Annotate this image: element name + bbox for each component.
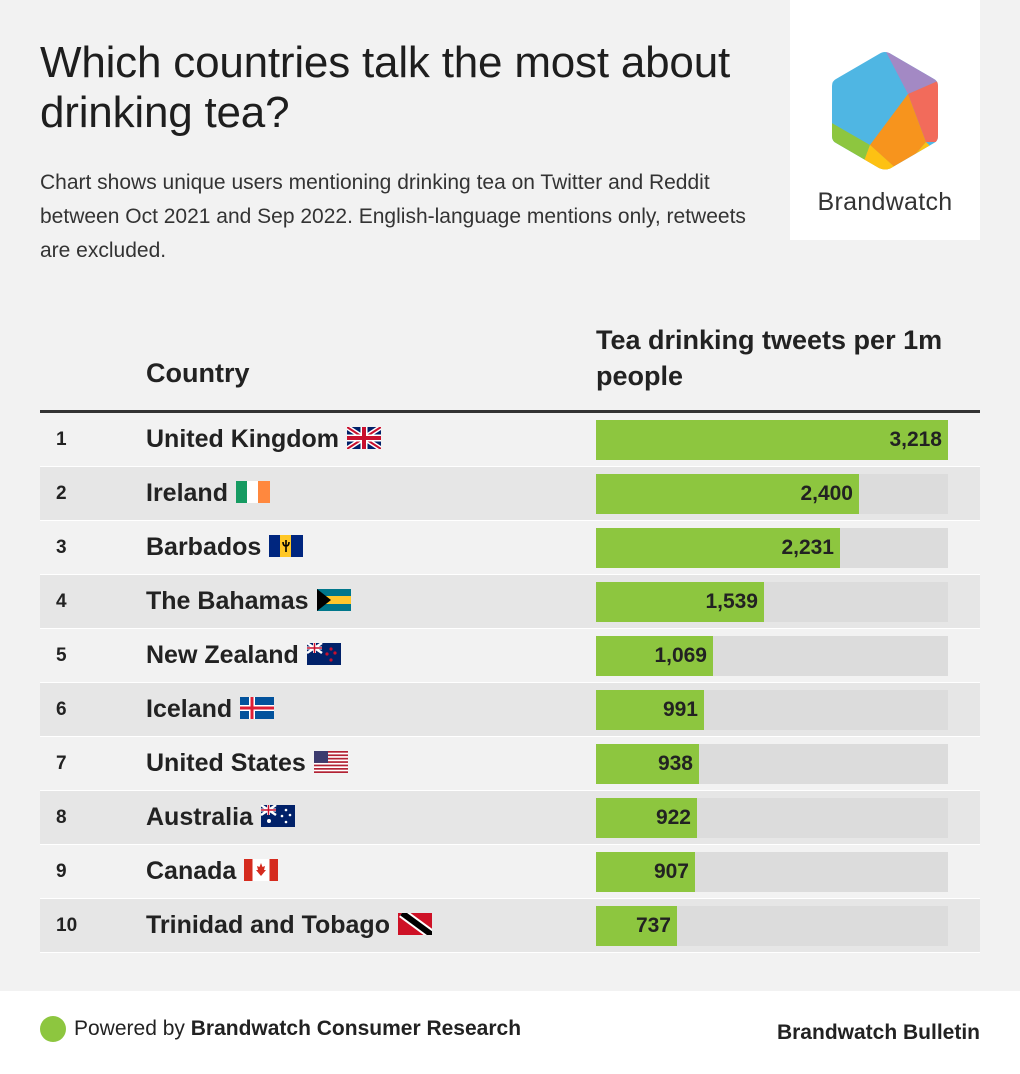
rank-label: 8 [56,807,67,828]
country-cell: Australia [146,791,295,844]
country-cell: Canada [146,845,279,898]
us-flag-icon [313,751,348,774]
bar-track: 3,218 [596,420,948,460]
green-dot-icon [40,1016,66,1042]
footer: Powered by Brandwatch Consumer Research … [0,991,1020,1074]
table-row: 1 United Kingdom 3,218 [40,413,980,467]
bar: 922 [596,798,697,838]
bar-value-label: 2,400 [800,482,853,505]
bar: 938 [596,744,699,784]
country-name: New Zealand [146,641,299,669]
bs-flag-icon [316,589,351,612]
page-title: Which countries talk the most about drin… [40,38,730,137]
table-row: 8 Australia 922 [40,791,980,845]
bb-flag-icon [269,535,304,558]
rank-label: 4 [56,591,67,612]
bar-value-label: 737 [635,914,671,937]
country-name: Canada [146,857,237,885]
bar: 1,069 [596,636,713,676]
bar-track: 991 [596,690,948,730]
rank-label: 6 [56,699,67,720]
country-cell: Iceland [146,683,275,736]
bar: 2,400 [596,474,859,514]
brandwatch-logo: Brandwatch [790,0,980,240]
bar-track: 1,069 [596,636,948,676]
bar-track: 907 [596,852,948,892]
column-header-country: Country [146,358,250,388]
bar-track: 2,400 [596,474,948,514]
country-cell: Barbados [146,521,304,574]
ranking-table: 1 United Kingdom 3,218 2 Ireland 2,400 3 Barbad… [40,413,980,953]
bar-track: 922 [596,798,948,838]
gb-flag-icon [347,427,382,450]
bar: 3,218 [596,420,948,460]
bar-track: 1,539 [596,582,948,622]
bar-track: 2,231 [596,528,948,568]
country-name: Trinidad and Tobago [146,911,390,939]
bar: 737 [596,906,677,946]
powered-prefix: Powered by [74,1017,185,1040]
bar-value-label: 991 [662,698,698,721]
powered-by-text: Powered by Brandwatch Consumer Research [74,1016,521,1042]
country-name: Australia [146,803,253,831]
table-row: 6 Iceland 991 [40,683,980,737]
country-cell: United States [146,737,348,790]
table-row: 4 The Bahamas 1,539 [40,575,980,629]
table-row: 2 Ireland 2,400 [40,467,980,521]
rank-label: 7 [56,753,67,774]
bar: 1,539 [596,582,764,622]
bar: 907 [596,852,695,892]
country-name: Barbados [146,533,262,561]
powered-brand: Brandwatch Consumer Research [190,1017,522,1040]
table-row: 10 Trinidad and Tobago 737 [40,899,980,953]
bar-track: 737 [596,906,948,946]
brandwatch-bulletin-label: Brandwatch Bulletin [776,1021,980,1044]
bar-value-label: 938 [657,752,693,775]
nz-flag-icon [306,643,341,666]
ie-flag-icon [235,481,270,504]
country-cell: The Bahamas [146,575,351,628]
country-cell: Trinidad and Tobago [146,899,432,952]
rank-label: 2 [56,483,67,504]
country-cell: Ireland [146,467,270,520]
rank-label: 10 [56,915,78,936]
rank-label: 9 [56,861,67,882]
is-flag-icon [240,697,275,720]
bar: 991 [596,690,704,730]
country-name: Ireland [146,479,228,507]
country-cell: New Zealand [146,629,341,682]
country-name: United Kingdom [146,425,340,453]
rank-label: 5 [56,645,67,666]
tt-flag-icon [397,913,432,936]
brandwatch-hexagon-logo-icon [832,52,938,170]
bar-value-label: 907 [653,860,689,883]
country-name: The Bahamas [146,587,309,615]
bar-value-label: 1,539 [705,590,758,613]
au-flag-icon [260,805,295,828]
table-row: 9 Canada 907 [40,845,980,899]
bar: 2,231 [596,528,840,568]
bar-value-label: 3,218 [889,428,942,451]
ca-flag-icon [244,859,279,882]
table-header: Country Tea drinking tweets per 1m peopl… [40,320,980,413]
country-name: United States [146,749,306,777]
country-name: Iceland [146,695,233,723]
country-cell: United Kingdom [146,413,382,466]
column-header-metric: Tea drinking tweets per 1m people [596,325,943,391]
brandwatch-wordmark: Brandwatch [817,188,953,216]
table-row: 3 Barbados 2,231 [40,521,980,575]
rank-label: 1 [56,429,67,450]
bar-value-label: 2,231 [781,536,834,559]
rank-label: 3 [56,537,67,558]
chart-subtitle: Chart shows unique users mentioning drin… [40,171,746,262]
table-row: 7 United States 938 [40,737,980,791]
bar-value-label: 1,069 [654,644,707,667]
table-row: 5 New Zealand 1,069 [40,629,980,683]
bar-track: 938 [596,744,948,784]
bar-value-label: 922 [655,806,691,829]
